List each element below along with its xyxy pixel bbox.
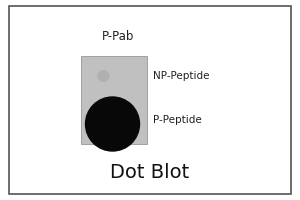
- Text: NP-Peptide: NP-Peptide: [153, 71, 209, 81]
- Ellipse shape: [98, 71, 109, 81]
- Ellipse shape: [85, 97, 140, 151]
- Bar: [81, 56, 147, 144]
- Text: P-Peptide: P-Peptide: [153, 115, 202, 125]
- Text: Dot Blot: Dot Blot: [110, 163, 190, 182]
- Text: P-Pab: P-Pab: [102, 29, 134, 43]
